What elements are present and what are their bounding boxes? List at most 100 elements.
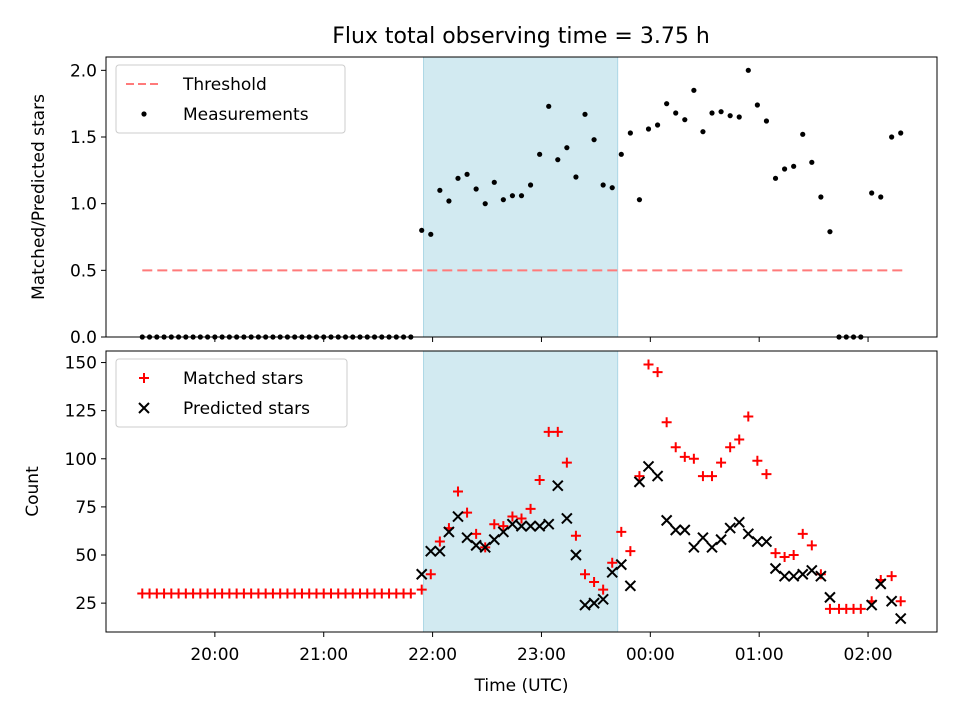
matched-star-point (489, 519, 500, 530)
measurement-point (889, 134, 895, 140)
matched-star-point (561, 457, 572, 468)
matched-star-point (598, 584, 609, 595)
predicted-star-point (742, 528, 755, 540)
measurement-point (500, 197, 506, 203)
measurement-point (700, 129, 706, 135)
predicted-star-point (724, 522, 736, 534)
predicted-star-point (452, 510, 464, 523)
plot-frame (105, 350, 938, 633)
x-tick-label: 21:00 (299, 645, 348, 665)
matched-star-point (516, 513, 527, 524)
measurement-point (718, 109, 724, 115)
y-axis-label: Matched/Predicted stars (29, 94, 49, 300)
matched-star-point (670, 442, 681, 453)
predicted-star-point (488, 533, 500, 546)
matched-star-point (416, 584, 427, 595)
predicted-star-point (688, 541, 700, 554)
measurement-point (473, 186, 479, 192)
measurement-point (791, 163, 797, 169)
predicted-star-point (787, 570, 800, 582)
measurement-point (878, 194, 884, 200)
predicted-star-point (561, 512, 573, 525)
measurement-point (582, 111, 588, 117)
predicted-star-point (715, 533, 727, 546)
predicted-star-point (751, 535, 764, 548)
matched-star-point (616, 526, 627, 537)
y-tick-label: 0.0 (70, 328, 97, 348)
measurement-point (609, 185, 615, 191)
predicted-star-point (697, 531, 709, 544)
matched-star-point (707, 471, 718, 482)
predicted-star-point (769, 562, 782, 575)
predicted-star-point (533, 520, 546, 532)
measurement-point (645, 126, 652, 132)
x-tick-label: 23:00 (517, 645, 566, 665)
bottom-panel: 25 50 75 100 125 150 20:00 21:00 22:00 23:00 00:00… (23, 350, 938, 696)
matched-star-point (679, 451, 690, 462)
matched-star-point (855, 603, 866, 614)
measurement-point (527, 182, 534, 188)
y-tick-label: 150 (65, 354, 97, 374)
legend-label: Threshold (182, 75, 267, 95)
predicted-star-point (806, 564, 818, 577)
predicted-star-point (797, 568, 809, 580)
measurement-point (691, 87, 697, 93)
measurement-point (537, 151, 543, 157)
measurement-point (618, 151, 624, 157)
measurement-point (673, 110, 679, 116)
matched-star-point (761, 469, 772, 480)
predicted-star-point (670, 524, 682, 536)
legend-label: Measurements (183, 105, 309, 125)
legend-box (115, 64, 346, 134)
matched-star-point (634, 471, 645, 482)
legend-matched-swatch (139, 373, 149, 383)
measurement-point (428, 231, 434, 237)
predicted-star-point (434, 545, 446, 557)
matched-star-point (589, 576, 600, 587)
y-tick-label: 25 (75, 594, 97, 614)
matched-star-point (661, 417, 672, 428)
predicted-star-point (885, 595, 898, 607)
measurement-point (736, 114, 742, 120)
measurement-point (636, 197, 643, 203)
matched-star-point (405, 588, 416, 599)
matched-star-point (743, 411, 754, 422)
y-tick-label: 75 (75, 498, 97, 518)
predicted-star-point (760, 535, 773, 548)
matched-star-point (525, 503, 536, 514)
predicted-star-point (651, 470, 664, 482)
predicted-star-point (624, 580, 637, 592)
legend-label: Matched stars (183, 369, 303, 389)
predicted-star-point (515, 520, 528, 532)
measurement-point (546, 103, 552, 109)
measurement-point (555, 157, 561, 163)
matched-star-point (498, 521, 509, 532)
matched-star-point (507, 511, 518, 522)
y-tick-label: 100 (65, 450, 97, 470)
y-tick-label: 0.5 (70, 261, 97, 281)
predicted-star-point (633, 476, 646, 488)
predicted-star-point (706, 541, 718, 554)
matched-star-point (462, 507, 473, 518)
y-tick-label: 50 (75, 546, 97, 566)
measurement-point (869, 190, 875, 196)
x-tick-label: 02:00 (844, 645, 893, 665)
matched-star-point (697, 471, 708, 482)
matched-star-point (806, 540, 817, 551)
matched-star-point (534, 474, 545, 485)
predicted-star-point (552, 480, 564, 492)
predicted-star-point (588, 597, 600, 609)
measurement-point (591, 137, 597, 143)
shaded-region (423, 350, 619, 633)
x-tick-label: 01:00 (735, 645, 784, 665)
legend-label: Predicted stars (183, 399, 310, 419)
predicted-star-point (570, 549, 582, 561)
measurement-point (827, 229, 833, 235)
matched-star-point (552, 426, 563, 437)
measurement-point (518, 193, 525, 199)
y-tick-label: 1.5 (70, 128, 97, 148)
measurement-point (800, 131, 806, 137)
matched-star-point (788, 550, 799, 561)
x-tick-label: 00:00 (626, 645, 675, 665)
y-axis-label: Count (23, 466, 43, 517)
